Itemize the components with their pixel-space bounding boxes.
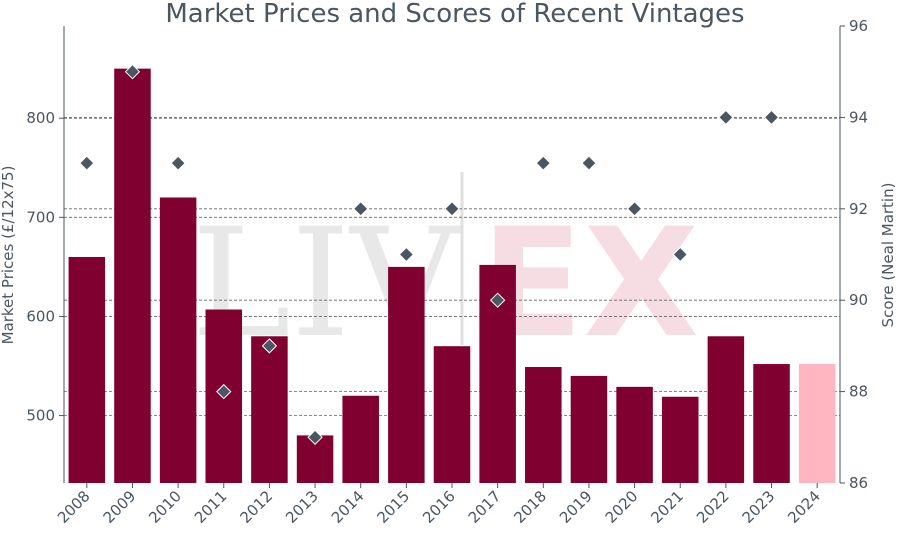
- y-axis-title: Market Prices (£/12x75): [0, 166, 17, 345]
- y2-tick-label: 86: [849, 474, 868, 492]
- bar: [388, 266, 425, 483]
- score-point: [216, 383, 232, 400]
- x-tick-label: 2010: [145, 487, 185, 527]
- chart-title: Market Prices and Scores of Recent Vinta…: [165, 0, 744, 29]
- bar: [616, 386, 653, 483]
- x-tick-label: 2009: [100, 487, 140, 527]
- x-tick-label: 2013: [282, 487, 322, 527]
- bar: [68, 256, 106, 483]
- bar: [159, 197, 197, 484]
- bar: [433, 346, 471, 483]
- score-point: [444, 201, 460, 217]
- score-point: [581, 155, 597, 171]
- bar: [661, 396, 699, 483]
- score-point: [672, 246, 688, 263]
- score-point: [261, 338, 278, 354]
- bar: [251, 336, 288, 483]
- y2-tick-label: 88: [849, 383, 868, 401]
- bar: [753, 364, 790, 483]
- x-tick-label: 2022: [693, 487, 733, 527]
- x-tick-label: 2024: [784, 487, 824, 527]
- score-point: [124, 63, 141, 80]
- x-tick-label: 2016: [419, 487, 459, 527]
- bar: [525, 367, 562, 483]
- y-tick-label: 700: [26, 208, 55, 226]
- x-tick-label: 2008: [54, 487, 94, 527]
- x-tick-label: 2012: [237, 487, 277, 527]
- svg-text:EX: EX: [481, 197, 699, 371]
- x-tick-label: 2020: [602, 487, 642, 527]
- score-point: [79, 155, 95, 171]
- x-tick-label: 2021: [647, 487, 687, 527]
- bar: [707, 336, 745, 483]
- y-tick-label: 500: [26, 407, 55, 425]
- y2-tick-label: 92: [849, 200, 868, 218]
- y2-tick-label: 96: [849, 17, 868, 35]
- x-tick-label: 2015: [373, 487, 413, 527]
- x-tick-label: 2011: [191, 487, 231, 527]
- bar: [342, 395, 379, 483]
- score-point: [352, 201, 369, 217]
- y-tick-label: 600: [26, 307, 55, 325]
- bar: [570, 375, 608, 483]
- x-tick-label: 2023: [739, 487, 779, 527]
- score-point: [763, 109, 780, 126]
- score-point: [626, 201, 643, 217]
- x-tick-label: 2019: [556, 487, 596, 527]
- x-tick-label: 2018: [510, 487, 550, 527]
- x-tick-label: 2017: [465, 487, 505, 527]
- x-tick-label: 2014: [328, 487, 368, 527]
- score-point: [170, 155, 186, 171]
- score-point: [535, 155, 552, 171]
- score-point: [718, 109, 734, 126]
- y2-tick-label: 90: [849, 291, 868, 309]
- score-point: [489, 292, 506, 308]
- y-tick-label: 800: [26, 109, 55, 127]
- y2-axis-title: Score (Neal Martin): [879, 183, 897, 328]
- bar: [114, 68, 151, 484]
- y2-tick-label: 94: [849, 108, 868, 126]
- bar: [798, 364, 836, 483]
- score-point: [398, 246, 415, 263]
- score-point: [307, 429, 323, 446]
- score-series: [79, 63, 780, 446]
